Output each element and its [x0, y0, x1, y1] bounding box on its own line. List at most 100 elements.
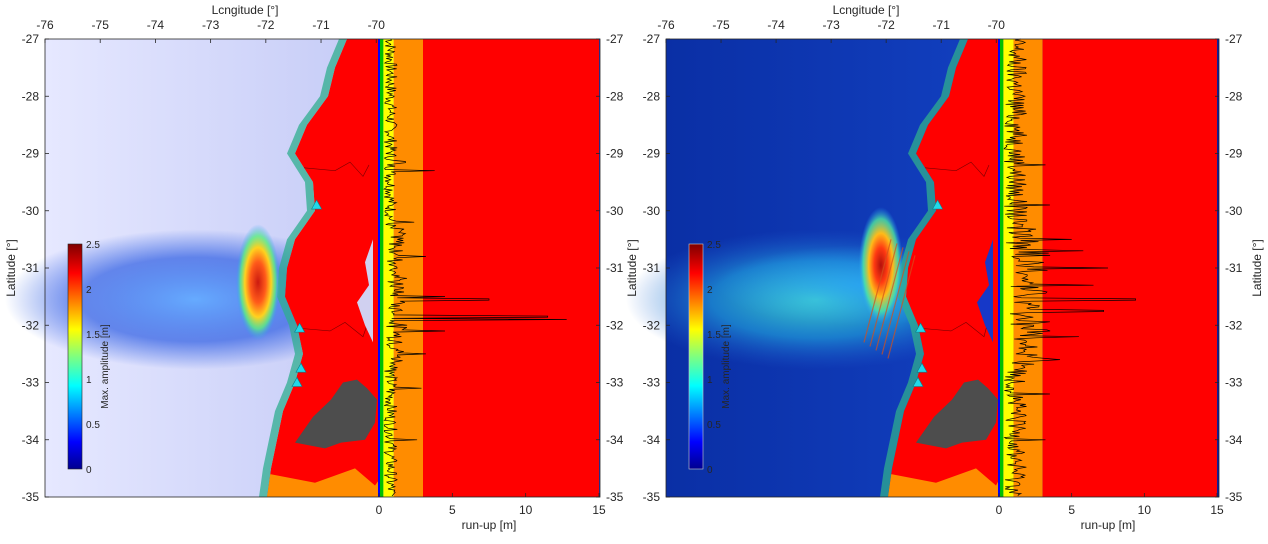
latitude-tick-label-left: -32: [643, 318, 661, 332]
runup-band-2: [1003, 39, 1014, 497]
latitude-tick-label-right: -28: [1225, 89, 1243, 103]
latitude-axis-label-right: Latitude [°]: [1250, 239, 1264, 297]
region-border-south: [297, 322, 368, 338]
runup-axis-label: run-up [m]: [1081, 518, 1136, 532]
latitude-tick-label-right: -33: [606, 376, 624, 390]
latitude-tick-label-left: -31: [643, 261, 661, 275]
map-panel-2: -76 -75 -74 -73 -72 -71 -70 Lcngitude [°] -27 -27…: [625, 3, 1264, 532]
source-hotspot: [858, 207, 903, 324]
latitude-tick-label-right: -34: [1225, 433, 1243, 447]
latitude-tick-label-right: -32: [1225, 318, 1243, 332]
runup-tick-label: 0: [376, 503, 383, 517]
longitude-tick-label: -70: [988, 18, 1006, 32]
latitude-tick-label-left: -33: [643, 376, 661, 390]
colorbar-tick-label: 0: [707, 465, 713, 476]
latitude-tick-label-right: -34: [606, 433, 624, 447]
runup-tick-label: 5: [1068, 503, 1075, 517]
station-marker-1: [311, 199, 323, 210]
colorbar-tick-label: 0.5: [707, 420, 721, 431]
station-marker-4: [912, 376, 924, 387]
runup-tick-label: 10: [519, 503, 533, 517]
station-marker-2: [915, 322, 927, 333]
runup-tick-label: 5: [449, 503, 456, 517]
wave-crest: [887, 255, 916, 359]
wave-crest: [875, 247, 904, 351]
wave-crest: [863, 239, 892, 343]
runup-band-3: [1013, 39, 1043, 497]
latitude-axis-label: Latitude [°]: [625, 239, 639, 297]
dark-region: [916, 379, 998, 449]
region-border-north: [303, 161, 370, 177]
colorbar-label: Max. amplitude [m]: [100, 324, 111, 409]
latitude-tick-label-left: -30: [643, 204, 661, 218]
latitude-tick-label-right: -33: [1225, 376, 1243, 390]
latitude-tick-label-left: -29: [643, 147, 661, 161]
colorbar-tick-label: 2: [707, 285, 713, 296]
latitude-tick-label-left: -35: [643, 490, 661, 504]
latitude-axis-label: Latitude [°]: [4, 239, 18, 297]
colorbar-tick-label: 2.5: [86, 240, 100, 251]
runup-band-3: [393, 39, 423, 497]
coastal-strip: [880, 39, 968, 497]
latitude-tick-label-right: -31: [606, 261, 624, 275]
runup-band-1: [379, 39, 384, 497]
station-marker-1: [932, 199, 944, 210]
latitude-tick-label-left: -31: [22, 261, 40, 275]
latitude-tick-label-right: -32: [606, 318, 624, 332]
colorbar-tick-label: 1: [86, 375, 92, 386]
longitude-tick-label: -76: [36, 18, 54, 32]
wave-crest: [869, 243, 898, 347]
colorbar-tick-label: 0: [86, 465, 92, 476]
colorbar-label: Max. amplitude [m]: [721, 324, 732, 409]
station-marker-3: [916, 362, 928, 373]
latitude-tick-label-left: -27: [22, 32, 40, 46]
longitude-tick-label: -73: [202, 18, 220, 32]
longitude-tick-label: -73: [822, 18, 840, 32]
latitude-tick-label-left: -28: [22, 89, 40, 103]
colorbar: [67, 243, 83, 470]
lake-patch: [357, 239, 373, 343]
runup-band-1: [999, 39, 1004, 497]
station-marker-3: [295, 362, 307, 373]
longitude-tick-label: -75: [92, 18, 110, 32]
latitude-tick-label-left: -28: [643, 89, 661, 103]
wave-crest: [881, 251, 910, 355]
latitude-tick-label-left: -32: [22, 318, 40, 332]
longitude-tick-label: -74: [767, 18, 785, 32]
latitude-tick-label-right: -30: [606, 204, 624, 218]
latitude-tick-label-right: -29: [1225, 147, 1243, 161]
region-border-north: [924, 161, 990, 177]
source-hotspot: [236, 224, 280, 341]
colorbar-tick-label: 1.5: [86, 330, 100, 341]
latitude-tick-label-left: -30: [22, 204, 40, 218]
colorbar: [688, 243, 704, 470]
latitude-tick-label-right: -30: [1225, 204, 1243, 218]
latitude-tick-label-right: -27: [1225, 32, 1243, 46]
runup-tick-label: 0: [996, 503, 1003, 517]
latitude-tick-label-right: -35: [606, 490, 624, 504]
lake-patch: [977, 239, 993, 343]
latitude-tick-label-right: -27: [606, 32, 624, 46]
orange-region: [267, 468, 379, 497]
longitude-tick-label: -72: [257, 18, 275, 32]
latitude-tick-label-left: -34: [643, 433, 661, 447]
latitude-tick-label-left: -34: [22, 433, 40, 447]
latitude-tick-label-left: -35: [22, 490, 40, 504]
latitude-tick-label-right: -29: [606, 147, 624, 161]
runup-profile-line: [1003, 38, 1136, 497]
map-panel-1: -76 -75 -74 -73 -72 -71 -70 Lcngitude [°] -27 -27…: [4, 3, 624, 532]
latitude-tick-label-right: -35: [1225, 490, 1243, 504]
region-border-south: [918, 322, 988, 338]
station-marker-4: [291, 376, 303, 387]
runup-tick-label: 10: [1138, 503, 1152, 517]
runup-band-4: [1042, 39, 1217, 497]
station-marker-2: [294, 322, 306, 333]
dark-region: [295, 379, 377, 449]
runup-profile-line: [382, 38, 567, 497]
colorbar-tick-label: 1.5: [707, 330, 721, 341]
latitude-tick-label-left: -33: [22, 376, 40, 390]
longitude-tick-label: -71: [312, 18, 330, 32]
runup-axis-label: run-up [m]: [462, 518, 517, 532]
latitude-tick-label-right: -31: [1225, 261, 1243, 275]
